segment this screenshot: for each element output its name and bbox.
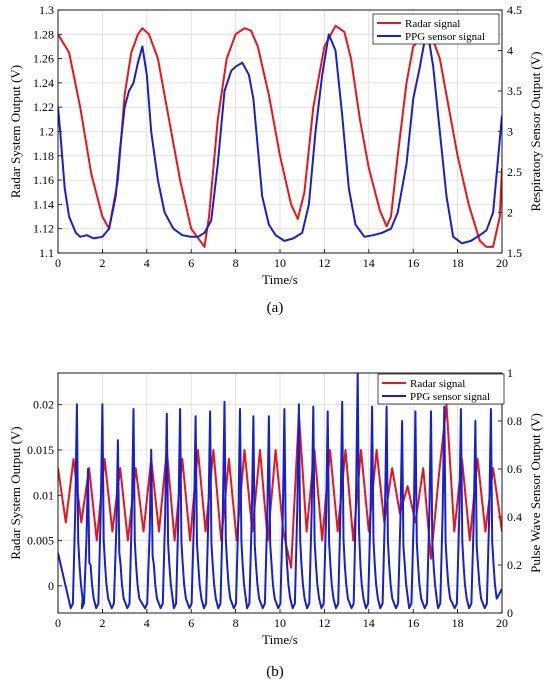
y-right-tick-label: 0.4 [507, 510, 522, 524]
x-tick-label: 12 [318, 256, 330, 270]
y-left-tick-label: 1.22 [33, 100, 54, 114]
x-tick-label: 16 [407, 616, 419, 630]
x-tick-label: 18 [452, 616, 464, 630]
y-right-tick-label: 4.5 [507, 3, 522, 17]
x-tick-label: 4 [144, 616, 150, 630]
x-tick-label: 20 [496, 256, 508, 270]
y-left-tick-label: 1.12 [33, 222, 54, 236]
y-right-tick-label: 0.2 [507, 558, 522, 572]
x-tick-label: 18 [452, 256, 464, 270]
y-left-tick-label: 1.28 [33, 27, 54, 41]
y-right-tick-label: 2.5 [507, 165, 522, 179]
legend-box [377, 373, 505, 405]
y-left-tick-label: 1.1 [39, 246, 54, 260]
legend-label: Radar signal [405, 18, 460, 30]
y-left-tick-label: 0.015 [27, 443, 54, 457]
y-left-axis-label: Radar System Output (V) [8, 65, 23, 198]
legend-label: PPG sensor signal [410, 391, 490, 403]
panel-label: (a) [267, 300, 284, 316]
y-right-tick-label: 4 [507, 44, 513, 58]
y-left-tick-label: 1.24 [33, 76, 54, 90]
x-tick-label: 16 [407, 256, 419, 270]
x-tick-label: 4 [144, 256, 150, 270]
x-tick-label: 10 [274, 616, 286, 630]
x-tick-label: 10 [274, 256, 286, 270]
y-left-tick-label: 1.3 [39, 3, 54, 17]
y-left-axis-label: Radar System Output (V) [8, 426, 23, 559]
x-tick-label: 8 [233, 616, 239, 630]
y-left-tick-label: 0.01 [33, 488, 54, 502]
y-left-tick-label: 1.16 [33, 173, 54, 187]
y-left-tick-label: 0 [48, 579, 54, 593]
y-left-tick-label: 1.18 [33, 149, 54, 163]
x-tick-label: 12 [318, 616, 330, 630]
y-left-tick-label: 0.02 [33, 398, 54, 412]
panel-label: (b) [266, 664, 284, 680]
x-axis-label: Time/s [262, 632, 298, 647]
y-left-tick-label: 1.26 [33, 52, 54, 66]
y-right-tick-label: 2 [507, 206, 513, 220]
x-tick-label: 0 [55, 256, 61, 270]
legend-label: Radar signal [410, 378, 465, 390]
x-tick-label: 14 [363, 616, 375, 630]
y-right-tick-label: 0.8 [507, 414, 522, 428]
legend-box [372, 13, 500, 45]
x-axis-label: Time/s [262, 272, 298, 287]
y-right-tick-label: 0.6 [507, 462, 522, 476]
y-right-tick-label: 1.5 [507, 246, 522, 260]
x-tick-label: 6 [188, 616, 194, 630]
y-left-tick-label: 1.2 [39, 125, 54, 139]
legend-label: PPG sensor signal [405, 31, 485, 43]
x-tick-label: 2 [99, 616, 105, 630]
x-tick-label: 20 [496, 616, 508, 630]
y-right-tick-label: 3 [507, 125, 513, 139]
y-right-tick-label: 0 [507, 606, 513, 620]
y-right-tick-label: 1 [507, 366, 513, 380]
x-tick-label: 2 [99, 256, 105, 270]
x-tick-label: 14 [363, 256, 375, 270]
plot-frame [57, 9, 503, 254]
y-left-tick-label: 1.14 [33, 197, 54, 211]
y-right-axis-label: Respiratory Sensor Output (V) [528, 52, 543, 212]
x-tick-label: 8 [233, 256, 239, 270]
x-tick-label: 0 [55, 616, 61, 630]
series-line-ppg [58, 373, 502, 610]
y-left-tick-label: 0.005 [27, 534, 54, 548]
y-right-axis-label: Pulse Wave Sensor Output (V) [528, 413, 543, 573]
x-tick-label: 6 [188, 256, 194, 270]
y-right-tick-label: 3.5 [507, 84, 522, 98]
plot-frame [57, 372, 503, 614]
